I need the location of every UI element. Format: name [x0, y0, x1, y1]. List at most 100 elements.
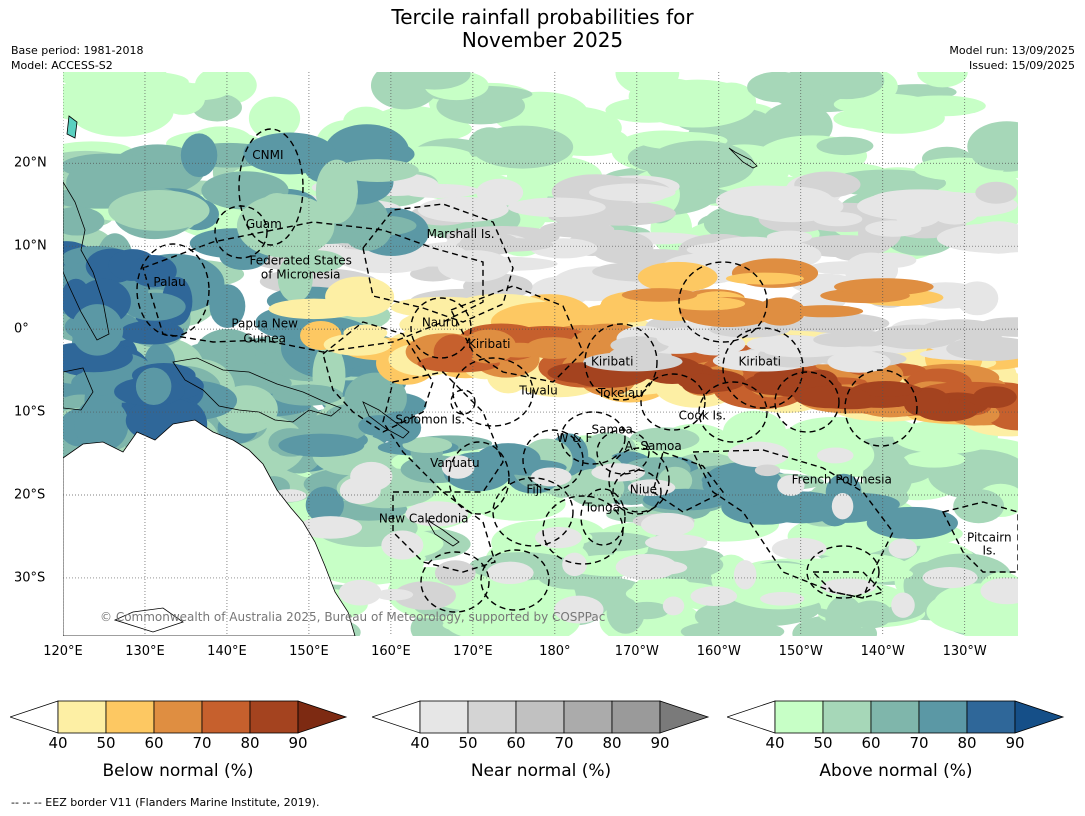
probability-field	[437, 250, 511, 283]
colorbar-segment	[870, 700, 920, 734]
colorbar-tick-label: 80	[602, 734, 622, 752]
region-label: Pitcairn	[967, 530, 1012, 544]
probability-field	[866, 506, 958, 540]
colorbar-tick-label: 70	[192, 734, 212, 752]
probability-field	[305, 486, 344, 524]
probability-field	[725, 272, 804, 285]
probability-field	[71, 304, 124, 356]
probability-field	[871, 324, 959, 350]
probability-field	[335, 159, 419, 183]
probability-field	[641, 512, 695, 537]
probability-field	[278, 433, 365, 458]
probability-field	[747, 72, 811, 103]
latitude-label: 20°N	[14, 155, 47, 171]
meta-right: Model run: 13/09/2025 Issued: 15/09/2025	[949, 43, 1075, 73]
probability-field	[834, 278, 934, 296]
probability-field	[315, 159, 358, 224]
probability-field	[66, 159, 145, 207]
probability-field	[771, 537, 827, 560]
colorbar-tick-label: 90	[288, 734, 308, 752]
region-label: Guinea	[243, 331, 286, 345]
probability-field	[891, 592, 915, 618]
longitude-label: 160°W	[696, 644, 741, 659]
colorbar-segment	[918, 700, 968, 734]
probability-field	[180, 133, 218, 178]
probability-field	[135, 367, 172, 406]
region-label: Marshall Is.	[427, 227, 495, 241]
map-title: Tercile rainfall probabilities for Novem…	[0, 6, 1085, 52]
colorbar-tick-label: 60	[861, 734, 881, 752]
eez-footnote: -- -- -- EEZ border V11 (Flanders Marine…	[11, 796, 320, 809]
probability-field	[928, 191, 982, 225]
probability-field	[972, 386, 1017, 409]
probability-field	[820, 578, 876, 596]
model-run-text: Model run: 13/09/2025	[949, 44, 1075, 57]
legend-above-colorbar	[727, 700, 1065, 734]
probability-field	[808, 72, 885, 100]
probability-field	[377, 411, 422, 444]
region-label: Papua New	[231, 316, 298, 330]
probability-field	[786, 305, 864, 318]
colorbar-tick-label: 40	[410, 734, 430, 752]
map-credit: © Commonwealth of Australia 2025, Bureau…	[100, 610, 605, 624]
probability-field	[156, 83, 229, 101]
colorbar-lower-extend	[372, 700, 421, 734]
probability-field	[727, 441, 790, 468]
region-label: W & F	[557, 431, 593, 445]
map-title-line2: November 2025	[461, 28, 624, 52]
probability-field	[756, 297, 806, 326]
probability-field	[813, 211, 863, 227]
probability-field	[343, 215, 417, 236]
probability-field	[905, 387, 950, 415]
probability-field	[817, 447, 854, 464]
probability-field	[816, 136, 874, 156]
latitude-label: 0°	[14, 321, 29, 337]
probability-field	[849, 600, 893, 629]
probability-field	[851, 383, 923, 397]
probability-field	[375, 588, 414, 601]
colorbar-segment	[822, 700, 872, 734]
probability-field	[733, 560, 757, 590]
probability-field	[405, 501, 469, 527]
probability-field	[825, 595, 864, 636]
region-label: Kiribati	[591, 355, 633, 369]
probability-field	[917, 72, 968, 88]
colorbar-segment	[515, 700, 565, 734]
colorbar-upper-extend	[1014, 700, 1065, 734]
probability-field	[475, 443, 541, 476]
colorbar-tick-label: 90	[650, 734, 670, 752]
probability-field	[967, 221, 1018, 254]
probability-field	[946, 336, 1018, 361]
region-label: Samoa	[592, 423, 633, 437]
rainfall-probability-map: CNMI Guam Marshall Is. Federated States of M…	[63, 72, 1018, 636]
longitude-label: 120°E	[43, 644, 83, 659]
probability-field	[833, 108, 898, 129]
probability-field	[831, 492, 854, 520]
probability-field	[627, 479, 676, 496]
probability-field	[777, 474, 805, 496]
region-label: Kiribati	[739, 355, 781, 369]
probability-field	[63, 206, 105, 236]
legend-below-colorbar	[10, 700, 348, 734]
colorbar-segment	[467, 700, 517, 734]
legend-near-title: Near normal (%)	[470, 761, 612, 781]
probability-field	[615, 553, 678, 580]
model-text: Model: ACCESS-S2	[11, 59, 113, 72]
probability-field	[108, 190, 210, 231]
probability-field	[766, 230, 813, 244]
region-label: French Polynesia	[792, 472, 892, 486]
colorbar-tick-label: 70	[554, 734, 574, 752]
region-label: Tonga	[584, 501, 620, 515]
probability-field	[493, 342, 546, 358]
probability-field	[742, 186, 833, 214]
region-label: CNMI	[252, 148, 283, 162]
probability-field	[865, 220, 922, 237]
region-label: Tuvalu	[518, 384, 558, 398]
probability-field	[434, 560, 476, 586]
region-label: A. Samoa	[625, 439, 682, 453]
probability-field	[71, 370, 125, 396]
region-label: Guam	[246, 217, 282, 231]
probability-field	[624, 601, 670, 620]
probability-field	[794, 385, 871, 409]
probability-field	[268, 298, 360, 320]
